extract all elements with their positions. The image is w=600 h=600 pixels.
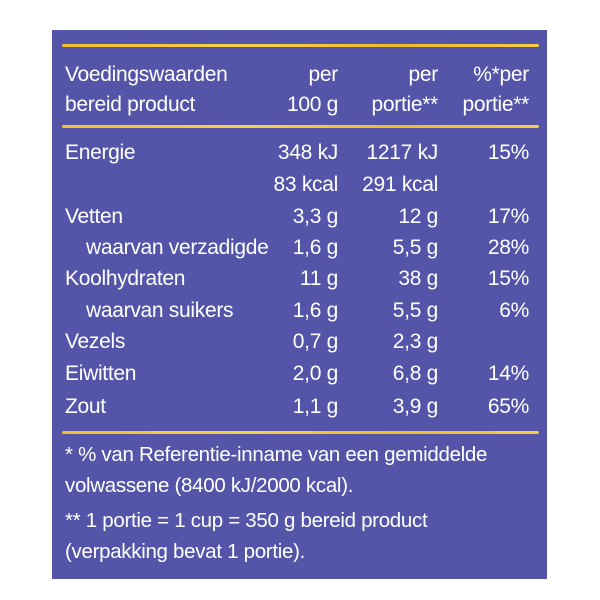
value-per-portion: 3,9 g <box>392 395 439 418</box>
value-per-portion: 2,3 g <box>392 330 439 353</box>
header-percent-line1: %*per <box>473 63 529 86</box>
table-row: 83 kcal 291 kcal <box>52 170 547 200</box>
percent-reference-intake: 28% <box>487 236 529 259</box>
value-per-100g: 3,3 g <box>292 205 339 228</box>
footnote-line: (verpakking bevat 1 portie). <box>65 540 306 563</box>
table-row: Zout 1,1 g 3,9 g 65% <box>52 392 547 422</box>
percent-reference-intake: 15% <box>487 267 529 290</box>
percent-reference-intake: 15% <box>487 141 529 164</box>
footnote-line: * % van Referentie-inname van een gemidd… <box>65 443 488 466</box>
value-per-100g: 0,7 g <box>292 330 339 353</box>
nutrient-label: waarvan verzadigde <box>86 236 269 259</box>
value-per-100g: 83 kcal <box>273 173 339 196</box>
value-per-portion: 5,5 g <box>392 236 439 259</box>
value-per-portion: 291 kcal <box>362 173 438 196</box>
header-label-line1: Voedingswaarden <box>65 63 228 86</box>
nutrient-label: Vetten <box>65 205 123 228</box>
nutrient-label: Vezels <box>65 330 126 353</box>
table-row: Eiwitten 2,0 g 6,8 g 14% <box>52 359 547 389</box>
nutrient-label: waarvan suikers <box>86 299 234 322</box>
footnote-divider <box>62 431 539 434</box>
value-per-portion: 12 g <box>398 205 438 228</box>
value-per-100g: 11 g <box>299 267 338 290</box>
value-per-100g: 1,1 g <box>292 395 339 418</box>
header-percent-line2: portie** <box>462 93 530 116</box>
nutrient-label: Eiwitten <box>65 362 137 385</box>
table-row: Energie 348 kJ 1217 kJ 15% <box>52 138 547 168</box>
percent-reference-intake: 6% <box>499 299 529 322</box>
value-per-100g: 2,0 g <box>292 362 339 385</box>
value-per-100g: 1,6 g <box>292 236 339 259</box>
table-row: waarvan suikers 1,6 g 5,5 g 6% <box>52 296 547 326</box>
nutrient-label: Zout <box>65 395 106 418</box>
header-label-line2: bereid product <box>65 93 196 116</box>
nutrition-facts-panel: Voedingswaarden per per %*per bereid pro… <box>52 30 547 579</box>
header-per100-line2: 100 g <box>286 93 338 116</box>
header-per100-line1: per <box>308 63 339 86</box>
table-row: waarvan verzadigde 1,6 g 5,5 g 28% <box>52 233 547 263</box>
header-divider <box>62 125 539 128</box>
value-per-portion: 1217 kJ <box>366 141 439 164</box>
percent-reference-intake: 65% <box>487 395 529 418</box>
value-per-portion: 6,8 g <box>392 362 439 385</box>
value-per-100g: 348 kJ <box>277 141 338 164</box>
header-row-1: Voedingswaarden per per %*per <box>52 60 547 90</box>
nutrient-label: Koolhydraten <box>65 267 186 290</box>
value-per-portion: 5,5 g <box>392 299 439 322</box>
header-perportion-line1: per <box>408 63 439 86</box>
header-perportion-line2: portie** <box>371 93 439 116</box>
percent-reference-intake: 14% <box>487 362 529 385</box>
footnote-line: volwassene (8400 kJ/2000 kcal). <box>65 474 354 497</box>
nutrient-label: Energie <box>65 141 136 164</box>
header-row-2: bereid product 100 g portie** portie** <box>52 90 547 120</box>
value-per-100g: 1,6 g <box>292 299 339 322</box>
value-per-portion: 38 g <box>398 267 438 290</box>
table-row: Vetten 3,3 g 12 g 17% <box>52 202 547 232</box>
footnote-line: ** 1 portie = 1 cup = 350 g bereid produ… <box>65 509 428 532</box>
top-divider <box>62 44 539 47</box>
table-row: Vezels 0,7 g 2,3 g <box>52 327 547 357</box>
table-row: Koolhydraten 11 g 38 g 15% <box>52 264 547 294</box>
percent-reference-intake: 17% <box>487 205 529 228</box>
